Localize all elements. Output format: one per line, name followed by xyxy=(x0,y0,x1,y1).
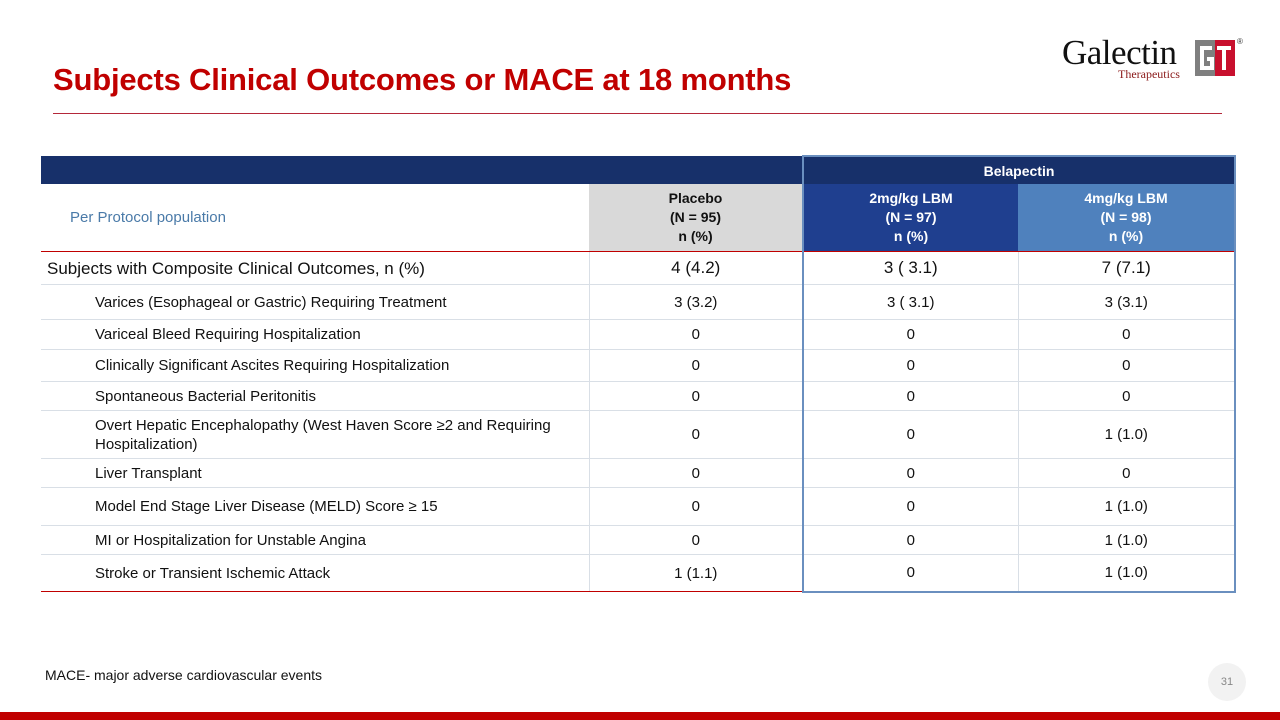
row-label: Clinically Significant Ascites Requiring… xyxy=(41,349,589,382)
table-row: Varices (Esophageal or Gastric) Requirin… xyxy=(41,284,1236,320)
cell-placebo: 0 xyxy=(588,458,803,488)
row-label: Liver Transplant xyxy=(41,458,589,488)
cell-placebo: 3 (3.2) xyxy=(588,284,803,320)
cell-2mg: 3 ( 3.1) xyxy=(802,284,1018,320)
logo-wordmark: Galectin xyxy=(1062,33,1177,72)
column-unit: n (%) xyxy=(1108,228,1144,244)
cell-placebo: 0 xyxy=(588,410,803,459)
row-label: MI or Hospitalization for Unstable Angin… xyxy=(41,525,589,555)
table-row: Spontaneous Bacterial Peritonitis 0 0 0 xyxy=(41,381,1236,411)
cell-2mg: 0 xyxy=(802,554,1018,593)
cell-4mg: 3 (3.1) xyxy=(1017,284,1236,320)
footnote: MACE- major adverse cardiovascular event… xyxy=(45,667,322,683)
column-unit: n (%) xyxy=(893,228,929,244)
cell-4mg: 0 xyxy=(1017,458,1236,488)
column-name: 4mg/kg LBM xyxy=(1084,190,1168,206)
cell-placebo: 0 xyxy=(588,349,803,382)
row-label: Stroke or Transient Ischemic Attack xyxy=(41,554,589,592)
cell-placebo: 0 xyxy=(588,525,803,555)
table-row: Liver Transplant 0 0 0 xyxy=(41,458,1236,488)
cell-2mg: 0 xyxy=(802,319,1018,350)
table-group-header-row: Belapectin xyxy=(41,155,1236,184)
column-n: (N = 97) xyxy=(885,209,937,225)
cell-4mg: 1 (1.0) xyxy=(1017,487,1236,526)
table-column-header-row: Per Protocol population Placebo (N = 95)… xyxy=(41,184,1236,252)
slide-title: Subjects Clinical Outcomes or MACE at 18… xyxy=(53,62,792,97)
logo-subtitle: Therapeutics xyxy=(1118,67,1180,81)
row-label: Overt Hepatic Encephalopathy (West Haven… xyxy=(41,410,589,459)
column-name: Placebo xyxy=(668,190,723,206)
company-logo: Galectin Therapeutics ® xyxy=(1060,34,1250,84)
title-divider xyxy=(53,113,1222,114)
cell-4mg: 0 xyxy=(1017,319,1236,350)
row-label: Spontaneous Bacterial Peritonitis xyxy=(41,381,589,411)
table-row: Stroke or Transient Ischemic Attack 1 (1… xyxy=(41,554,1236,593)
cell-2mg: 0 xyxy=(802,381,1018,411)
column-n: (N = 98) xyxy=(1100,209,1152,225)
cell-4mg: 1 (1.0) xyxy=(1017,554,1236,593)
cell-4mg: 1 (1.0) xyxy=(1017,410,1236,459)
column-name: 2mg/kg LBM xyxy=(869,190,953,206)
column-n: (N = 95) xyxy=(670,209,721,225)
population-label: Per Protocol population xyxy=(41,184,589,252)
cell-2mg: 3 ( 3.1) xyxy=(802,251,1018,285)
cell-placebo: 0 xyxy=(588,319,803,350)
cell-2mg: 0 xyxy=(802,410,1018,459)
row-label: Subjects with Composite Clinical Outcome… xyxy=(41,251,589,285)
cell-placebo: 1 (1.1) xyxy=(588,554,803,592)
cell-4mg: 1 (1.0) xyxy=(1017,525,1236,555)
column-header-4mg: 4mg/kg LBM (N = 98) n (%) xyxy=(1018,184,1236,252)
cell-placebo: 0 xyxy=(588,381,803,411)
outcomes-table: Belapectin Per Protocol population Place… xyxy=(41,155,1236,593)
summary-row: Subjects with Composite Clinical Outcome… xyxy=(41,251,1236,285)
row-label: Variceal Bleed Requiring Hospitalization xyxy=(41,319,589,350)
cell-4mg: 7 (7.1) xyxy=(1017,251,1236,285)
page-number-badge: 31 xyxy=(1208,663,1246,701)
row-label: Model End Stage Liver Disease (MELD) Sco… xyxy=(41,487,589,526)
column-unit: n (%) xyxy=(678,228,713,244)
table-row: Variceal Bleed Requiring Hospitalization… xyxy=(41,319,1236,350)
cell-4mg: 0 xyxy=(1017,349,1236,382)
column-header-2mg: 2mg/kg LBM (N = 97) n (%) xyxy=(802,184,1018,252)
cell-2mg: 0 xyxy=(802,525,1018,555)
footer-bar xyxy=(0,712,1280,720)
belapectin-group-header: Belapectin xyxy=(802,155,1236,184)
header-blank xyxy=(589,156,803,184)
table-row: Clinically Significant Ascites Requiring… xyxy=(41,349,1236,382)
cell-placebo: 0 xyxy=(588,487,803,526)
table-row: Model End Stage Liver Disease (MELD) Sco… xyxy=(41,487,1236,526)
cell-4mg: 0 xyxy=(1017,381,1236,411)
gt-logo-icon xyxy=(1195,40,1235,76)
row-label: Varices (Esophageal or Gastric) Requirin… xyxy=(41,284,589,320)
column-header-placebo: Placebo (N = 95) n (%) xyxy=(589,184,803,252)
cell-2mg: 0 xyxy=(802,349,1018,382)
registered-mark: ® xyxy=(1237,37,1243,46)
cell-placebo: 4 (4.2) xyxy=(588,251,803,285)
cell-2mg: 0 xyxy=(802,458,1018,488)
cell-2mg: 0 xyxy=(802,487,1018,526)
table-row: MI or Hospitalization for Unstable Angin… xyxy=(41,525,1236,555)
header-blank xyxy=(41,156,589,184)
table-row: Overt Hepatic Encephalopathy (West Haven… xyxy=(41,410,1236,459)
